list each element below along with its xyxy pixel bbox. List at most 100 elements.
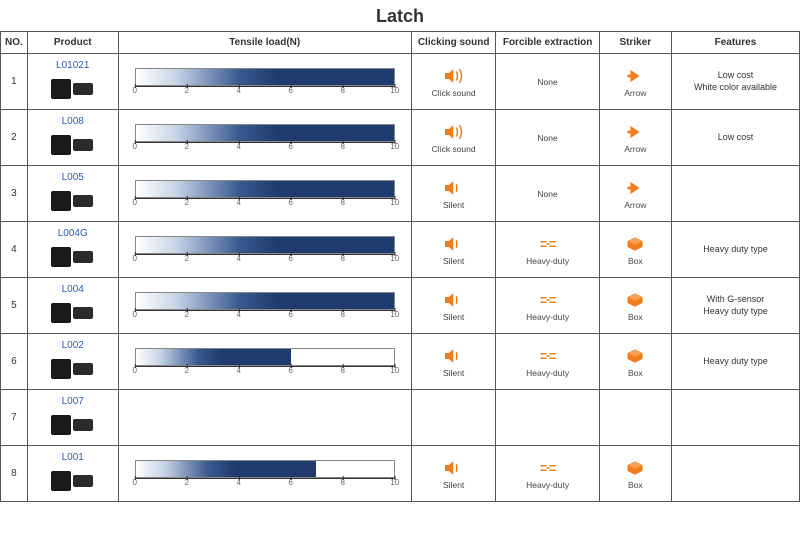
product-code: L005 <box>31 172 115 183</box>
tensile-chart: 0246810 <box>135 230 395 270</box>
box-striker-icon <box>623 234 647 254</box>
speaker-click-icon <box>442 122 466 142</box>
tensile-chart: 0246810 <box>135 174 395 214</box>
table-row: 5L004 0246810 Silent Heavy-duty BoxWith … <box>1 278 800 334</box>
striker-label: Box <box>628 256 643 266</box>
tensile-cell <box>118 390 411 446</box>
product-code: L001 <box>31 452 115 463</box>
speaker-silent-icon <box>442 458 466 478</box>
table-row: 4L004G 0246810 Silent Heavy-duty BoxHeav… <box>1 222 800 278</box>
product-cell: L004 <box>27 278 118 334</box>
click-label: Silent <box>443 256 464 266</box>
click-label: Silent <box>443 480 464 490</box>
col-click: Clicking sound <box>411 32 496 54</box>
product-code: L002 <box>31 340 115 351</box>
striker-label: Arrow <box>624 88 646 98</box>
click-cell: Silent <box>411 446 496 502</box>
product-thumb <box>45 241 101 271</box>
product-code: L004G <box>31 228 115 239</box>
product-cell: L008 <box>27 110 118 166</box>
col-force: Forcible extraction <box>496 32 599 54</box>
click-cell: Silent <box>411 334 496 390</box>
striker-cell: Box <box>599 446 671 502</box>
col-striker: Striker <box>599 32 671 54</box>
speaker-click-icon <box>442 66 466 86</box>
table-row: 1L01021 0246810 Click soundNone ArrowLow… <box>1 54 800 110</box>
tensile-cell: 0246810 <box>118 110 411 166</box>
tensile-cell: 0246810 <box>118 278 411 334</box>
force-cell: Heavy-duty <box>496 278 599 334</box>
product-cell: L01021 <box>27 54 118 110</box>
latch-table: NO. Product Tensile load(N) Clicking sou… <box>0 31 800 502</box>
speaker-silent-icon <box>442 290 466 310</box>
product-thumb <box>45 465 101 495</box>
force-label: Heavy-duty <box>526 312 569 322</box>
product-code: L01021 <box>31 60 115 71</box>
page-title: Latch <box>0 0 800 31</box>
tensile-chart: 0246810 <box>135 454 395 494</box>
row-no: 7 <box>1 390 28 446</box>
product-cell: L005 <box>27 166 118 222</box>
striker-label: Box <box>628 312 643 322</box>
box-striker-icon <box>623 290 647 310</box>
col-features: Features <box>671 32 799 54</box>
table-row: 7L007 <box>1 390 800 446</box>
striker-label: Arrow <box>624 144 646 154</box>
table-row: 3L005 0246810 SilentNone Arrow <box>1 166 800 222</box>
box-striker-icon <box>623 458 647 478</box>
product-thumb <box>45 409 101 439</box>
table-row: 2L008 0246810 Click sound None Arrow Low c… <box>1 110 800 166</box>
click-cell: Click sound <box>411 54 496 110</box>
speaker-silent-icon <box>442 346 466 366</box>
product-thumb <box>45 353 101 383</box>
features-cell <box>671 390 799 446</box>
row-no: 8 <box>1 446 28 502</box>
table-header-row: NO. Product Tensile load(N) Clicking sou… <box>1 32 800 54</box>
force-label: None <box>537 77 557 87</box>
striker-label: Box <box>628 368 643 378</box>
product-code: L008 <box>31 116 115 127</box>
product-thumb <box>45 185 101 215</box>
product-cell: L002 <box>27 334 118 390</box>
row-no: 1 <box>1 54 28 110</box>
product-thumb <box>45 73 101 103</box>
click-cell: Silent <box>411 166 496 222</box>
striker-cell: Arrow <box>599 54 671 110</box>
striker-label: Box <box>628 480 643 490</box>
heavy-duty-icon <box>536 234 560 254</box>
tensile-chart: 0246810 <box>135 286 395 326</box>
features-cell: Heavy duty type <box>671 222 799 278</box>
click-label: Silent <box>443 312 464 322</box>
row-no: 2 <box>1 110 28 166</box>
force-cell: Heavy-duty <box>496 334 599 390</box>
features-cell: Low costWhite color available <box>671 54 799 110</box>
striker-cell <box>599 390 671 446</box>
tensile-chart <box>135 398 395 438</box>
tensile-cell: 0246810 <box>118 446 411 502</box>
striker-cell: Arrow <box>599 166 671 222</box>
heavy-duty-icon <box>536 458 560 478</box>
click-cell: Silent <box>411 278 496 334</box>
striker-label: Arrow <box>624 200 646 210</box>
tensile-chart: 0246810 <box>135 342 395 382</box>
row-no: 6 <box>1 334 28 390</box>
striker-cell: Box <box>599 278 671 334</box>
force-cell: Heavy-duty <box>496 222 599 278</box>
speaker-silent-icon <box>442 178 466 198</box>
product-code: L007 <box>31 396 115 407</box>
heavy-duty-icon <box>536 290 560 310</box>
click-cell: Click sound <box>411 110 496 166</box>
features-cell <box>671 446 799 502</box>
col-tensile: Tensile load(N) <box>118 32 411 54</box>
force-label: None <box>537 133 557 143</box>
box-striker-icon <box>623 346 647 366</box>
force-cell: None <box>496 110 599 166</box>
striker-cell: Box <box>599 334 671 390</box>
row-no: 5 <box>1 278 28 334</box>
force-cell: None <box>496 166 599 222</box>
click-label: Click sound <box>432 88 476 98</box>
features-cell: Low cost <box>671 110 799 166</box>
product-cell: L004G <box>27 222 118 278</box>
features-cell <box>671 166 799 222</box>
product-code: L004 <box>31 284 115 295</box>
